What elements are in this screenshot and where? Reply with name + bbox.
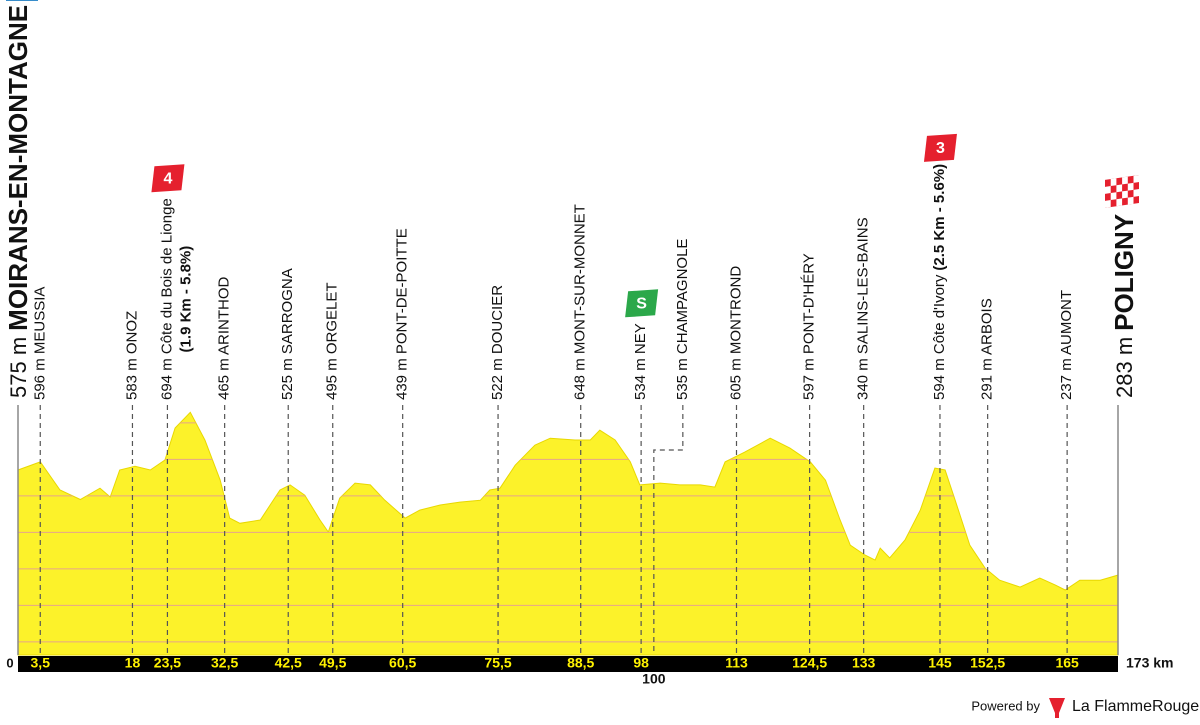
finish-elevation: 283 m	[1112, 337, 1137, 398]
waypoint-label: 535 m CHAMPAGNOLE	[674, 239, 691, 400]
waypoint-label: 291 m ARBOIS	[979, 298, 996, 400]
waypoint-km: 113	[725, 655, 748, 671]
waypoint-km: 3,5	[31, 655, 51, 671]
flag-check	[1116, 184, 1123, 193]
waypoint-text: 534 m NEY	[632, 323, 649, 400]
waypoint-detail: (2.5 Km - 5.6%)	[931, 164, 948, 271]
elevation-area	[17, 411, 1119, 656]
badge-shape	[625, 289, 659, 318]
waypoint-text: 694 m Côte du Bois de Lionge	[158, 198, 175, 400]
waypoint-label: 597 m PONT-D'HÉRY	[801, 253, 818, 400]
waypoint-km: 49,5	[319, 655, 346, 671]
waypoint-label: 648 m MONT-SUR-MONNET	[572, 204, 589, 400]
waypoint-text: 495 m ORGELET	[324, 282, 341, 400]
waypoint-text: 237 m AUMONT	[1058, 290, 1075, 400]
waypoint-km: 98	[633, 655, 649, 671]
waypoint-text: 465 m ARINTHOD	[216, 276, 233, 400]
waypoint-label: 594 m Côte d'Ivory (2.5 Km - 5.6%)	[931, 164, 948, 400]
start-flag	[6, 0, 38, 1]
start-elevation: 575 m	[6, 337, 31, 398]
waypoint-km: 100	[642, 671, 666, 687]
waypoint-km: 75,5	[484, 655, 511, 671]
waypoint-km: 152,5	[970, 655, 1005, 671]
waypoint-km: 133	[852, 655, 876, 671]
waypoint-text: 439 m PONT-DE-POITTE	[394, 228, 411, 400]
waypoint-km: 165	[1055, 655, 1079, 671]
badge-shape	[923, 133, 957, 162]
badge-text: 3	[936, 140, 945, 157]
finish-name: POLIGNY	[1109, 214, 1139, 331]
finish-flag	[1105, 175, 1140, 208]
waypoint-label: 534 m NEY	[632, 323, 649, 400]
flag-check	[1133, 175, 1140, 183]
badge: 4	[151, 164, 185, 193]
powered-by: Powered by	[971, 698, 1040, 713]
flag-check	[1133, 189, 1140, 197]
waypoint-text: 605 m MONTROND	[727, 266, 744, 400]
waypoint-text: 340 m SALINS-LES-BAINS	[855, 217, 872, 400]
waypoint-km: 23,5	[154, 655, 181, 671]
flag-check	[1122, 190, 1128, 199]
waypoint-line	[653, 405, 684, 655]
badge: 3	[923, 133, 957, 162]
brand-name: La FlammeRouge	[1072, 698, 1199, 715]
waypoint-km: 145	[928, 655, 952, 671]
waypoint-label: 340 m SALINS-LES-BAINS	[855, 217, 872, 400]
km-bar	[18, 656, 1118, 672]
waypoint-km: 42,5	[275, 655, 302, 671]
waypoint-km: 124,5	[792, 655, 827, 671]
waypoint-label: 465 m ARINTHOD	[216, 276, 233, 400]
waypoint-label: 605 m MONTROND	[727, 266, 744, 400]
waypoint-text: 594 m Côte d'Ivory	[931, 274, 948, 400]
flag-check	[1105, 200, 1111, 208]
waypoint-label: 525 m SARROGNA	[279, 268, 296, 400]
brand-logo	[1049, 698, 1065, 718]
waypoint-km: 88,5	[567, 655, 594, 671]
waypoint-text: 583 m ONOZ	[123, 311, 140, 400]
waypoint-km: 60,5	[389, 655, 416, 671]
waypoint-label: 583 m ONOZ	[123, 311, 140, 400]
flag-check	[1122, 176, 1128, 185]
waypoint-label: 596 m MEUSSIA	[31, 287, 48, 400]
badge-text: 4	[163, 170, 172, 187]
badge-text: S	[636, 296, 647, 313]
waypoint-text: 648 m MONT-SUR-MONNET	[572, 204, 589, 400]
waypoint-label: 495 m ORGELET	[324, 282, 341, 400]
waypoint-km: 32,5	[211, 655, 238, 671]
waypoint-km: 18	[125, 655, 141, 671]
flag-check	[1127, 196, 1134, 205]
waypoint-label: 439 m PONT-DE-POITTE	[394, 228, 411, 400]
waypoint-text: 597 m PONT-D'HÉRY	[801, 253, 818, 400]
finish-km: 173 km	[1126, 655, 1173, 671]
waypoint-text: 535 m CHAMPAGNOLE	[674, 239, 691, 400]
flag-check	[1116, 198, 1123, 207]
waypoint-label: 237 m AUMONT	[1058, 290, 1075, 400]
flag-check	[1110, 192, 1117, 201]
badge-shape	[151, 164, 185, 193]
waypoint-text: 522 m DOUCIER	[489, 285, 506, 400]
waypoint-text: 291 m ARBOIS	[979, 298, 996, 400]
waypoint-detail: (1.9 Km - 5.8%)	[177, 246, 194, 353]
flag-check	[1105, 186, 1111, 194]
start-label: 575 m MOIRANS-EN-MONTAGNE	[3, 5, 33, 398]
waypoint-text: 525 m SARROGNA	[279, 268, 296, 400]
finish-label: 283 m POLIGNY	[1109, 214, 1139, 398]
start-name: MOIRANS-EN-MONTAGNE	[3, 5, 33, 331]
waypoint-label: 522 m DOUCIER	[489, 285, 506, 400]
waypoint-text: 596 m MEUSSIA	[31, 287, 48, 400]
badge: S	[625, 289, 659, 318]
start-km: 0	[6, 655, 13, 670]
flag-check	[1110, 178, 1117, 187]
flag-body	[6, 0, 38, 1]
flag-check	[1127, 182, 1134, 191]
waypoint-label: 694 m Côte du Bois de Lionge	[158, 198, 175, 400]
